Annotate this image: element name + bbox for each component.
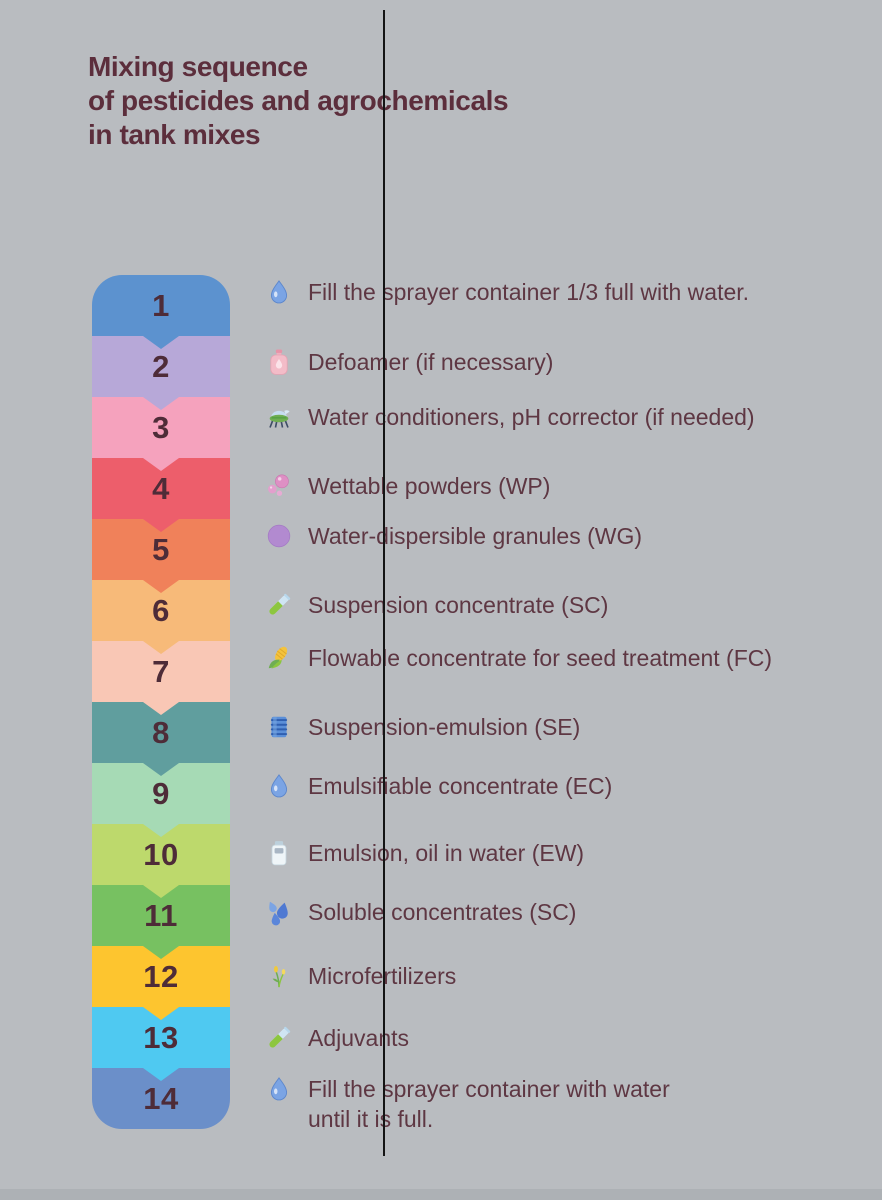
test-tube-icon — [262, 590, 296, 620]
sequence-column: 1 2 3 4 5 6 7 8 9 10 11 12 13 14 — [92, 275, 230, 1129]
list-item: Wettable powders (WP) — [262, 471, 550, 501]
list-item: Water conditioners, pH corrector (if nee… — [262, 402, 755, 432]
chevron-down-icon — [143, 824, 179, 837]
water-drop-icon — [262, 277, 296, 307]
list-item: Fill the sprayer container with water un… — [262, 1074, 670, 1134]
step-number: 5 — [152, 531, 170, 567]
step-number: 1 — [152, 287, 170, 323]
chevron-down-icon — [143, 580, 179, 593]
list-item: Defoamer (if necessary) — [262, 347, 553, 377]
list-item: Flowable concentrate for seed treatment … — [262, 643, 772, 673]
test-tube-icon — [262, 1023, 296, 1053]
step-label: Soluble concentrates (SC) — [308, 899, 577, 925]
step-label: Adjuvants — [308, 1025, 410, 1051]
title-line-3: in tank mixes — [88, 119, 261, 150]
step-label: Suspension concentrate (SC) — [308, 592, 609, 618]
step-label: Fill the sprayer container 1/3 full with… — [308, 279, 750, 305]
chevron-down-icon — [143, 641, 179, 654]
defoamer-bottle-icon — [262, 347, 296, 377]
title-line-1: Mixing sequence — [88, 51, 308, 82]
chevron-down-icon — [143, 763, 179, 776]
step-label: Defoamer (if necessary) — [308, 349, 554, 375]
step-label: Suspension-emulsion (SE) — [308, 714, 581, 740]
step-number: 10 — [143, 836, 179, 872]
water-drop-icon — [262, 771, 296, 801]
step-label: Water-dispersible granules (WG) — [308, 523, 643, 549]
list-item: Adjuvants — [262, 1023, 409, 1053]
step-label: Emulsifiable concentrate (EC) — [308, 773, 613, 799]
droplets-icon — [262, 897, 296, 927]
step-label: Microfertilizers — [308, 961, 456, 991]
sprayer-machine-icon — [262, 402, 296, 432]
sequence-band: 1 — [92, 275, 230, 349]
list-item: Soluble concentrates (SC) — [262, 897, 576, 927]
chevron-down-icon — [143, 885, 179, 898]
step-label: Emulsion, oil in water (EW) — [308, 840, 585, 866]
list-item: Suspension-emulsion (SE) — [262, 712, 580, 742]
list-item: Microfertilizers — [262, 961, 456, 991]
chevron-down-icon — [143, 336, 179, 349]
chevron-down-icon — [143, 458, 179, 471]
step-label: Water conditioners, pH corrector (if nee… — [308, 404, 755, 430]
step-number: 7 — [152, 653, 170, 689]
step-label: Fill the sprayer container with water un… — [308, 1076, 670, 1132]
corn-icon — [262, 643, 296, 673]
water-drop-icon — [262, 1074, 296, 1104]
page-title: Mixing sequence of pesticides and agroch… — [88, 50, 509, 152]
step-number: 3 — [152, 409, 170, 445]
step-number: 4 — [152, 470, 170, 506]
step-number: 6 — [152, 592, 170, 628]
vertical-divider — [383, 10, 385, 1156]
step-number: 12 — [143, 958, 179, 994]
bottle-icon — [262, 838, 296, 868]
chevron-down-icon — [143, 1007, 179, 1020]
step-number: 14 — [143, 1080, 179, 1116]
list-item: Water-dispersible granules (WG) — [262, 521, 642, 551]
barrel-icon — [262, 712, 296, 742]
powder-bubbles-icon — [262, 471, 296, 501]
list-item: Emulsifiable concentrate (EC) — [262, 771, 612, 801]
list-item: Suspension concentrate (SC) — [262, 590, 608, 620]
title-line-2: of pesticides and agrochemicals — [88, 85, 509, 116]
step-number: 2 — [152, 348, 170, 384]
list-item: Emulsion, oil in water (EW) — [262, 838, 584, 868]
step-label: Flowable concentrate for seed treatment … — [308, 645, 773, 671]
chevron-down-icon — [143, 702, 179, 715]
chevron-down-icon — [143, 397, 179, 410]
chevron-down-icon — [143, 946, 179, 959]
step-label: Wettable powders (WP) — [308, 473, 551, 499]
chevron-down-icon — [143, 519, 179, 532]
footer-bar — [0, 1189, 882, 1200]
seedling-icon — [262, 961, 296, 991]
step-number: 13 — [143, 1019, 179, 1055]
chevron-down-icon — [143, 1068, 179, 1081]
step-number: 11 — [144, 897, 178, 933]
list-item: Fill the sprayer container 1/3 full with… — [262, 277, 749, 307]
granule-circle-icon — [262, 521, 296, 551]
step-number: 8 — [152, 714, 170, 750]
step-number: 9 — [152, 775, 170, 811]
